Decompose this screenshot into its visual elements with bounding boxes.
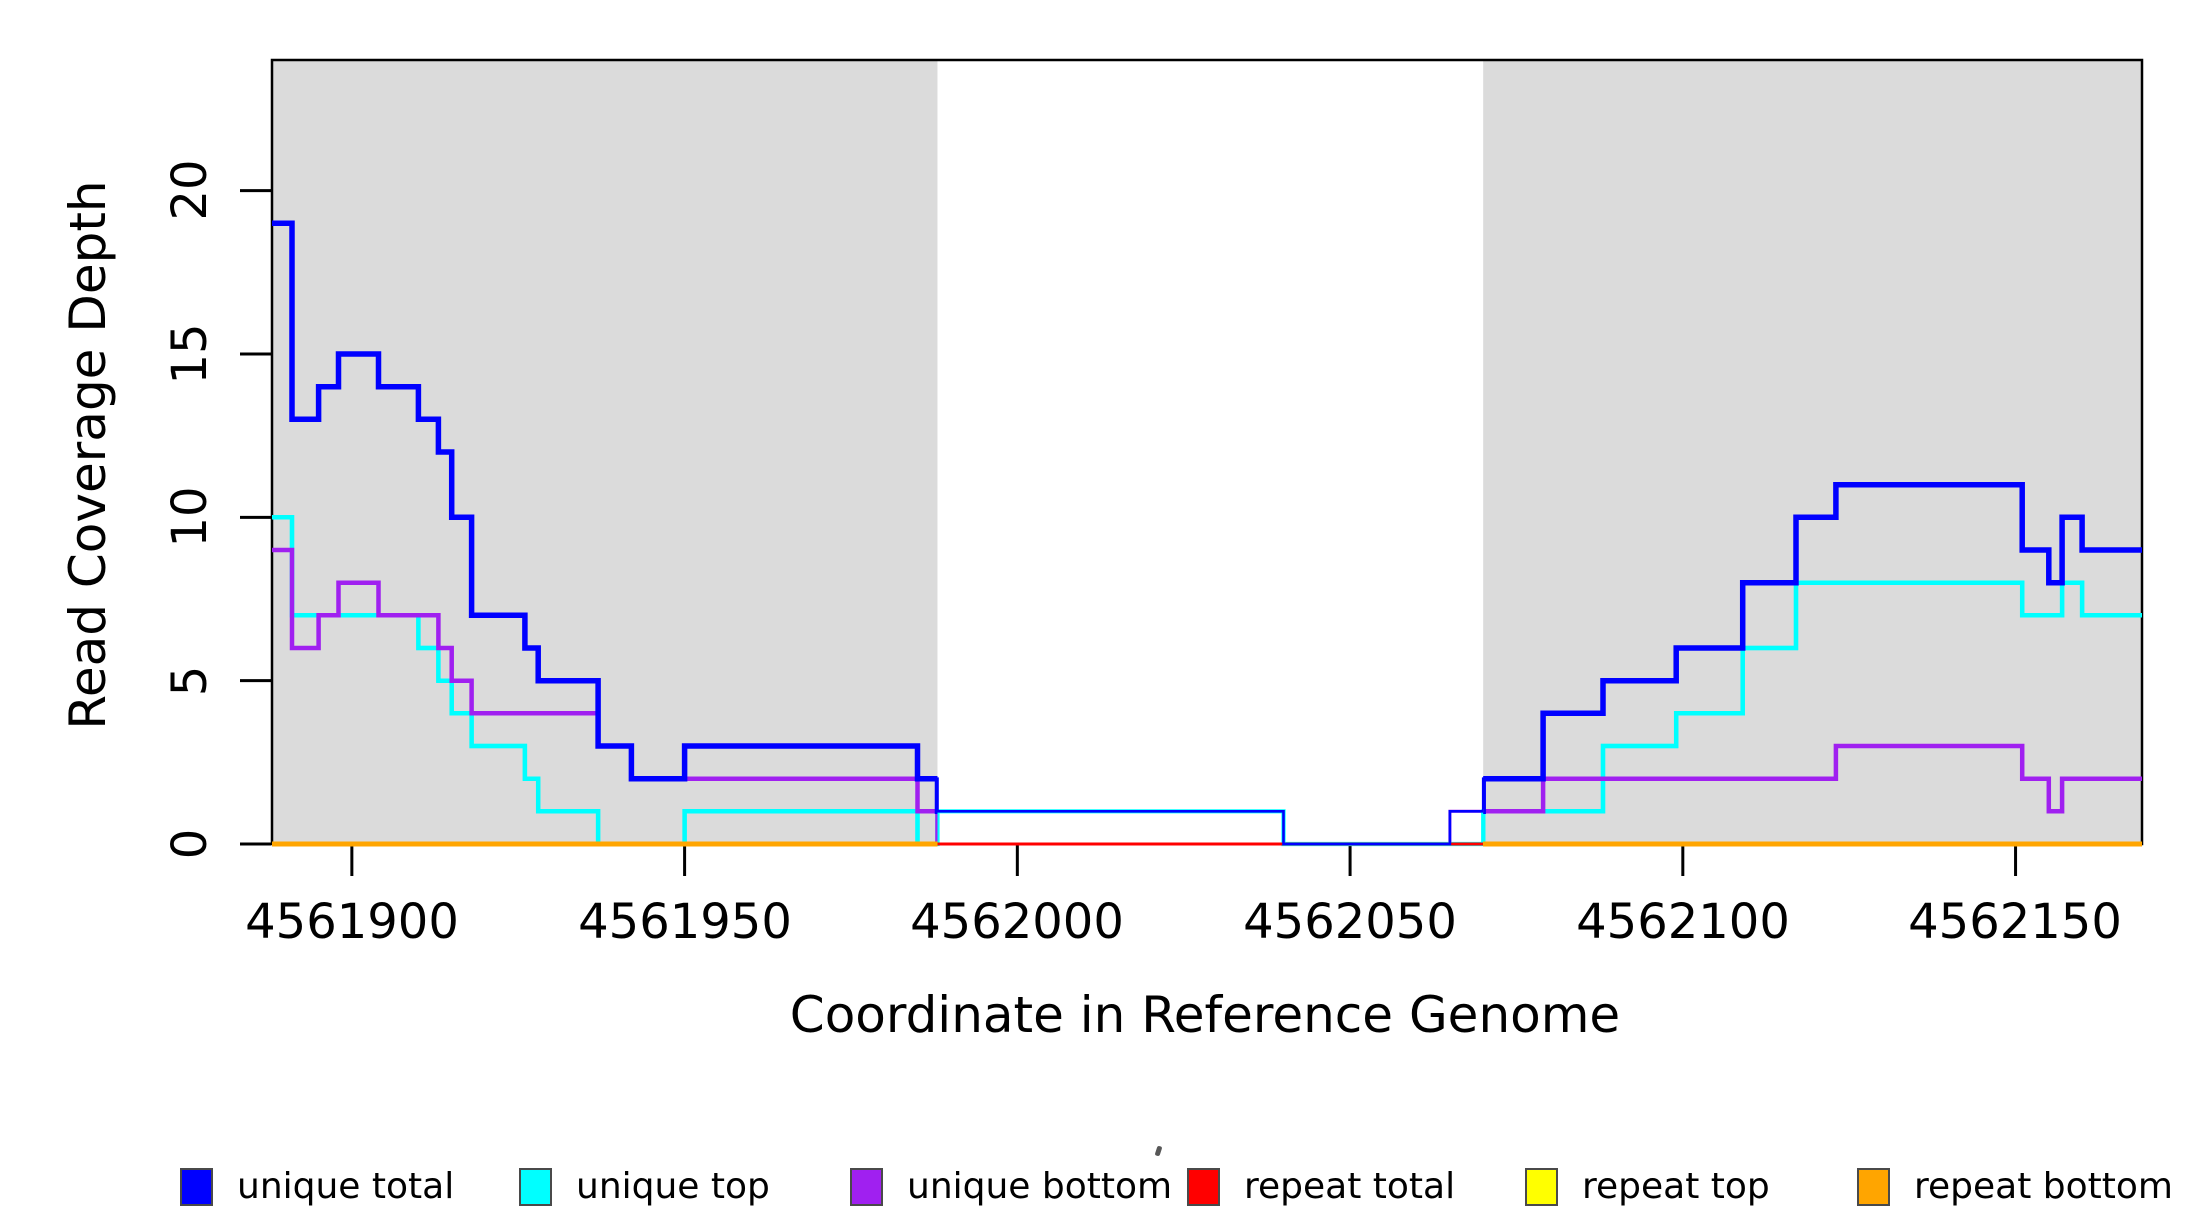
repeat-top-swatch-icon (1525, 1168, 1558, 1206)
legend-label: repeat bottom (1914, 1166, 2173, 1207)
y-tick-label-0: 0 (162, 828, 218, 860)
repeat-region-shade (1483, 60, 2142, 844)
y-tick-label-10: 10 (162, 486, 218, 548)
series-unique-total (272, 220, 2142, 847)
legend-item-unique-total: unique total (180, 1166, 454, 1208)
legend-label: unique top (576, 1166, 770, 1207)
legend-item-unique-top: unique top (519, 1166, 770, 1208)
y-tick-label-20: 20 (162, 159, 218, 221)
legend-label: repeat total (1244, 1166, 1456, 1207)
legend-item-repeat-bottom: repeat bottom (1857, 1166, 2173, 1208)
x-tick-label-4562050: 4562050 (1243, 894, 1457, 950)
x-tick-label-4561950: 4561950 (578, 894, 792, 950)
x-tick-label-4562150: 4562150 (1908, 894, 2122, 950)
x-axis-title: Coordinate in Reference Genome (789, 986, 1621, 1044)
y-tick-label-5: 5 (162, 665, 218, 697)
legend-label: unique total (237, 1166, 455, 1207)
repeat-region-shade (272, 60, 938, 844)
unique-top-swatch-icon (519, 1168, 552, 1206)
y-tick-label-15: 15 (162, 323, 218, 385)
unique-bottom-swatch-icon (850, 1168, 883, 1206)
legend-item-repeat-total: repeat total (1187, 1166, 1455, 1208)
x-tick-label-4562000: 4562000 (910, 894, 1124, 950)
repeat-bottom-swatch-icon (1857, 1168, 1890, 1206)
repeat-total-swatch-icon (1187, 1168, 1220, 1206)
legend-label: repeat top (1582, 1166, 1770, 1207)
legend-item-unique-bottom: unique bottom (850, 1166, 1172, 1208)
y-axis-title: Read Coverage Depth (59, 180, 117, 730)
legend-label: unique bottom (907, 1166, 1173, 1207)
legend-item-repeat-top: repeat top (1525, 1166, 1770, 1208)
x-tick-label-4561900: 4561900 (245, 894, 459, 950)
x-tick-label-4562100: 4562100 (1576, 894, 1790, 950)
unique-total-swatch-icon (180, 1168, 213, 1206)
